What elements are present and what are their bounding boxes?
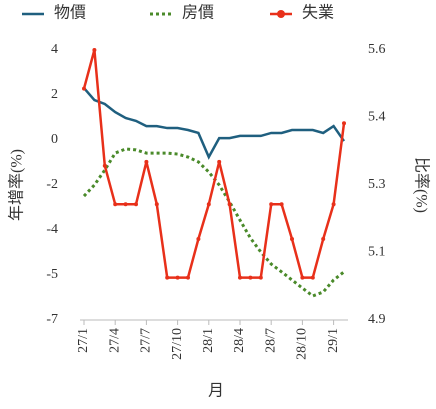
point: [186, 275, 190, 280]
point: [269, 202, 274, 207]
x-tick-label: 28/7: [263, 328, 278, 353]
y-tick-label: -7: [46, 312, 58, 327]
y2-tick-label: 5.4: [368, 110, 386, 125]
point: [290, 237, 294, 241]
point: [321, 237, 326, 241]
y2-tick-label: 5.1: [368, 245, 386, 260]
point: [331, 202, 336, 207]
point: [165, 275, 170, 280]
y-tick-label: -2: [46, 177, 58, 192]
point: [134, 202, 138, 207]
y-tick-label: 0: [51, 132, 58, 147]
y2-tick-label: 5.3: [368, 177, 386, 192]
series-line: [82, 49, 346, 279]
point: [102, 163, 107, 168]
point: [154, 202, 159, 207]
x-tick-label: 28/4: [232, 328, 247, 353]
y2-axis-title: 比率(%): [412, 157, 430, 213]
y-axis-title: 年增率(%): [8, 149, 26, 221]
x-tick-label: 27/4: [107, 328, 122, 353]
legend-marker: [277, 10, 285, 18]
legend-label: 失業: [302, 4, 334, 22]
series-line: [83, 87, 346, 160]
y2-tick-label: 4.9: [368, 312, 386, 327]
x-tick-label: 28/1: [201, 328, 216, 353]
y-tick-label: 4: [51, 42, 58, 57]
point: [279, 202, 284, 207]
y-tick-label: -5: [46, 267, 58, 282]
legend-label: 房價: [182, 4, 214, 22]
point: [238, 275, 242, 280]
point: [227, 202, 232, 207]
x-tick-label: 27/1: [76, 328, 91, 353]
x-tick-label: 28/10: [295, 328, 310, 360]
point: [206, 202, 211, 207]
point: [92, 48, 97, 52]
point: [342, 121, 346, 126]
y-tick-label: -4: [46, 222, 58, 237]
point: [113, 202, 118, 207]
legend-label: 物價: [54, 4, 86, 22]
point: [310, 275, 315, 280]
point: [144, 159, 149, 164]
series-line: [82, 147, 345, 298]
y-tick-label: 2: [51, 87, 58, 102]
point: [196, 237, 201, 241]
point: [123, 202, 128, 207]
x-tick-label: 27/10: [170, 328, 185, 360]
y2-tick-label: 5.6: [368, 42, 386, 57]
point: [217, 159, 222, 164]
point: [175, 275, 180, 280]
x-axis-title: 月: [208, 383, 224, 400]
x-tick-label: 29/1: [326, 328, 341, 353]
point: [82, 86, 86, 91]
point: [258, 275, 263, 280]
point: [248, 275, 253, 280]
point: [300, 275, 305, 280]
x-tick-label: 27/7: [139, 328, 154, 353]
